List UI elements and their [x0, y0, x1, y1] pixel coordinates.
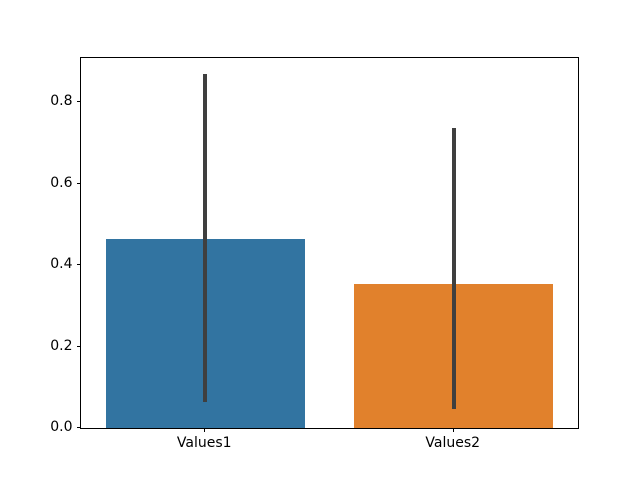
plot-area	[80, 57, 579, 429]
error-bar-values2	[451, 127, 456, 409]
x-tick-mark	[204, 428, 206, 432]
x-tick-label-values2: Values2	[425, 435, 481, 451]
x-tick-mark	[452, 428, 454, 432]
y-tick-label: 0.8	[50, 93, 73, 109]
y-tick-mark	[76, 101, 80, 102]
y-tick-label: 0.4	[50, 256, 73, 272]
y-tick-mark	[76, 345, 80, 347]
x-tick-label-values1: Values1	[176, 435, 232, 451]
y-tick-mark	[76, 182, 80, 184]
y-tick-label: 0.2	[50, 337, 73, 354]
error-bar-values1	[203, 73, 208, 402]
y-tick-label: 0.0	[50, 419, 73, 435]
y-tick-mark	[76, 427, 80, 428]
y-tick-mark	[76, 264, 80, 265]
y-tick-label: 0.6	[50, 174, 73, 191]
